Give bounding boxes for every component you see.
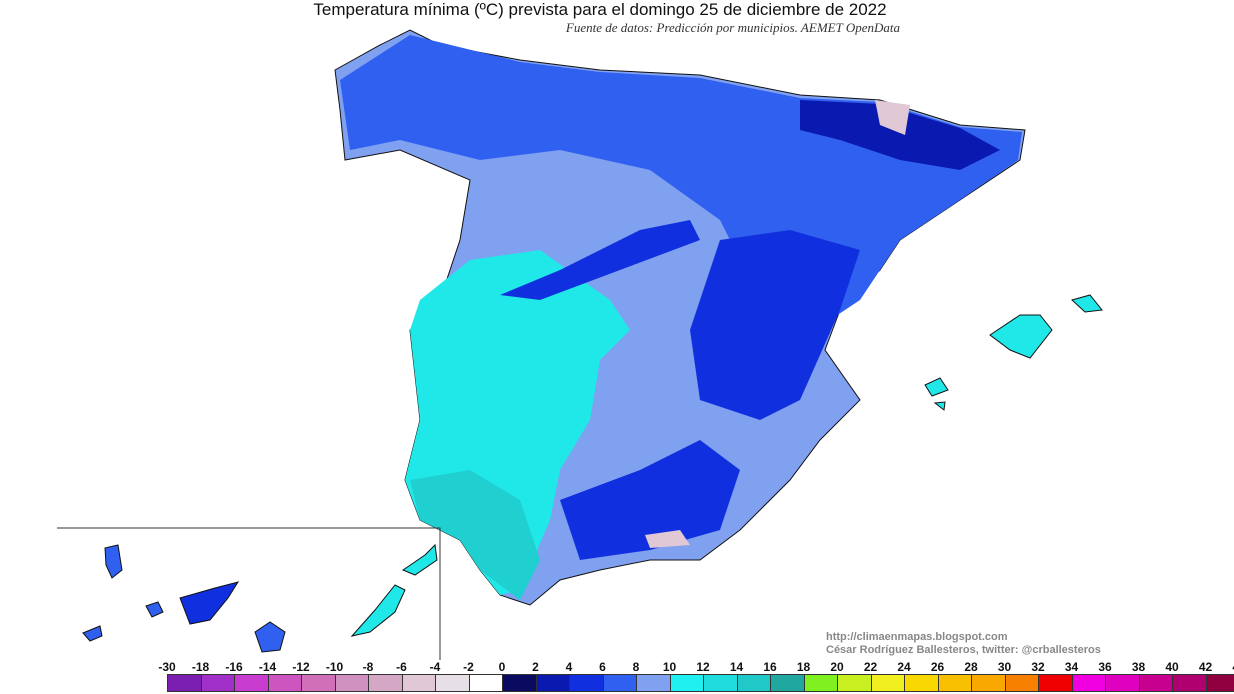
legend-label: 22	[863, 660, 878, 674]
credits-url: http://climaenmapas.blogspot.com	[826, 631, 1008, 643]
lanzarote	[401, 543, 438, 576]
legend-swatch	[804, 675, 838, 691]
legend-label: 14	[729, 660, 744, 674]
legend-label: 44	[1232, 660, 1234, 674]
legend-label: 38	[1131, 660, 1146, 674]
menorca	[1071, 294, 1103, 313]
legend-label: 0	[498, 660, 506, 674]
el-hierro	[82, 625, 103, 642]
legend-label: 4	[565, 660, 573, 674]
legend-label: -18	[191, 660, 210, 674]
legend-label: -6	[396, 660, 407, 674]
mallorca	[989, 314, 1053, 359]
legend-label: -10	[325, 660, 344, 674]
legend-label: 24	[897, 660, 911, 674]
legend-label: -8	[362, 660, 374, 674]
legend-label: 30	[997, 660, 1012, 674]
legend-swatch	[168, 675, 202, 691]
zone-east-colder	[690, 230, 860, 420]
legend-swatch	[201, 675, 235, 691]
legend-swatch	[838, 675, 872, 691]
legend-label: -16	[225, 660, 243, 674]
legend-label: 26	[930, 660, 945, 674]
legend-swatch	[235, 675, 269, 691]
legend-label: 8	[632, 660, 640, 674]
data-source: Fuente de datos: Predicción por municipi…	[565, 20, 900, 35]
legend-label: -2	[463, 660, 474, 674]
zone-southeast-cold	[560, 440, 740, 560]
legend-swatch	[570, 675, 604, 691]
canary-islands-inset	[57, 527, 441, 660]
legend-label: 12	[696, 660, 710, 674]
zone-pyrenees-coldest	[800, 100, 1000, 170]
legend-label: -12	[292, 660, 310, 674]
legend-label: -14	[258, 660, 277, 674]
legend-label: 40	[1165, 660, 1179, 674]
credits-author: César Rodríguez Ballesteros, twitter: @c…	[826, 644, 1101, 656]
zone-south-mild	[410, 470, 540, 600]
la-palma	[104, 544, 123, 579]
legend-swatch	[1206, 675, 1234, 691]
legend-swatch	[972, 675, 1006, 691]
legend-swatch	[905, 675, 939, 691]
legend-swatch	[871, 675, 905, 691]
legend-swatch	[503, 675, 537, 691]
ibiza	[924, 377, 949, 397]
legend-swatch	[1005, 675, 1039, 691]
legend-labels: -30 -18 -16 -14 -12 -10 -8 -6 -4 -2 0 2 4 6 8 10 12 14 16 1…	[158, 660, 1234, 674]
credits: http://climaenmapas.blogspot.com César R…	[826, 631, 1101, 657]
zone-sierra-nevada-frost	[645, 530, 690, 548]
legend-label: 28	[964, 660, 978, 674]
legend-swatch	[737, 675, 771, 691]
legend-label: 20	[830, 660, 844, 674]
legend-label: 10	[662, 660, 677, 674]
legend-label: 2	[532, 660, 539, 674]
legend-label: -30	[158, 660, 176, 674]
legend-label: 34	[1064, 660, 1079, 674]
fuerteventura	[350, 584, 406, 637]
map-title: Temperatura mínima (ºC) prevista para el…	[313, 0, 887, 19]
legend-label: 16	[763, 660, 777, 674]
formentera	[933, 401, 946, 411]
legend-swatch	[1106, 675, 1140, 691]
legend-swatch	[536, 675, 570, 691]
legend-label: 32	[1031, 660, 1045, 674]
legend-label: 42	[1198, 660, 1213, 674]
zone-pyrenees-frost	[875, 100, 910, 135]
legend-swatch	[1039, 675, 1073, 691]
gran-canaria	[254, 621, 286, 653]
legend-swatch	[771, 675, 805, 691]
color-legend	[167, 674, 1234, 692]
legend-swatch	[637, 675, 671, 691]
legend-swatch	[704, 675, 738, 691]
legend-swatch	[268, 675, 302, 691]
legend-swatch	[938, 675, 972, 691]
legend-label: -4	[429, 660, 441, 674]
legend-swatch	[1173, 675, 1207, 691]
legend-label: 6	[599, 660, 606, 674]
legend-swatch	[402, 675, 436, 691]
legend-swatch	[469, 675, 503, 691]
legend-swatch	[1139, 675, 1173, 691]
legend-swatch	[335, 675, 369, 691]
legend-swatch	[603, 675, 637, 691]
zone-central-cold	[500, 220, 700, 300]
la-gomera	[145, 601, 164, 618]
tenerife	[179, 581, 240, 625]
legend-label: 18	[796, 660, 811, 674]
legend-swatch	[670, 675, 704, 691]
legend-swatch	[302, 675, 336, 691]
legend-swatch	[436, 675, 470, 691]
legend-swatch	[1072, 675, 1106, 691]
legend-swatch	[369, 675, 403, 691]
legend-label: 36	[1098, 660, 1112, 674]
